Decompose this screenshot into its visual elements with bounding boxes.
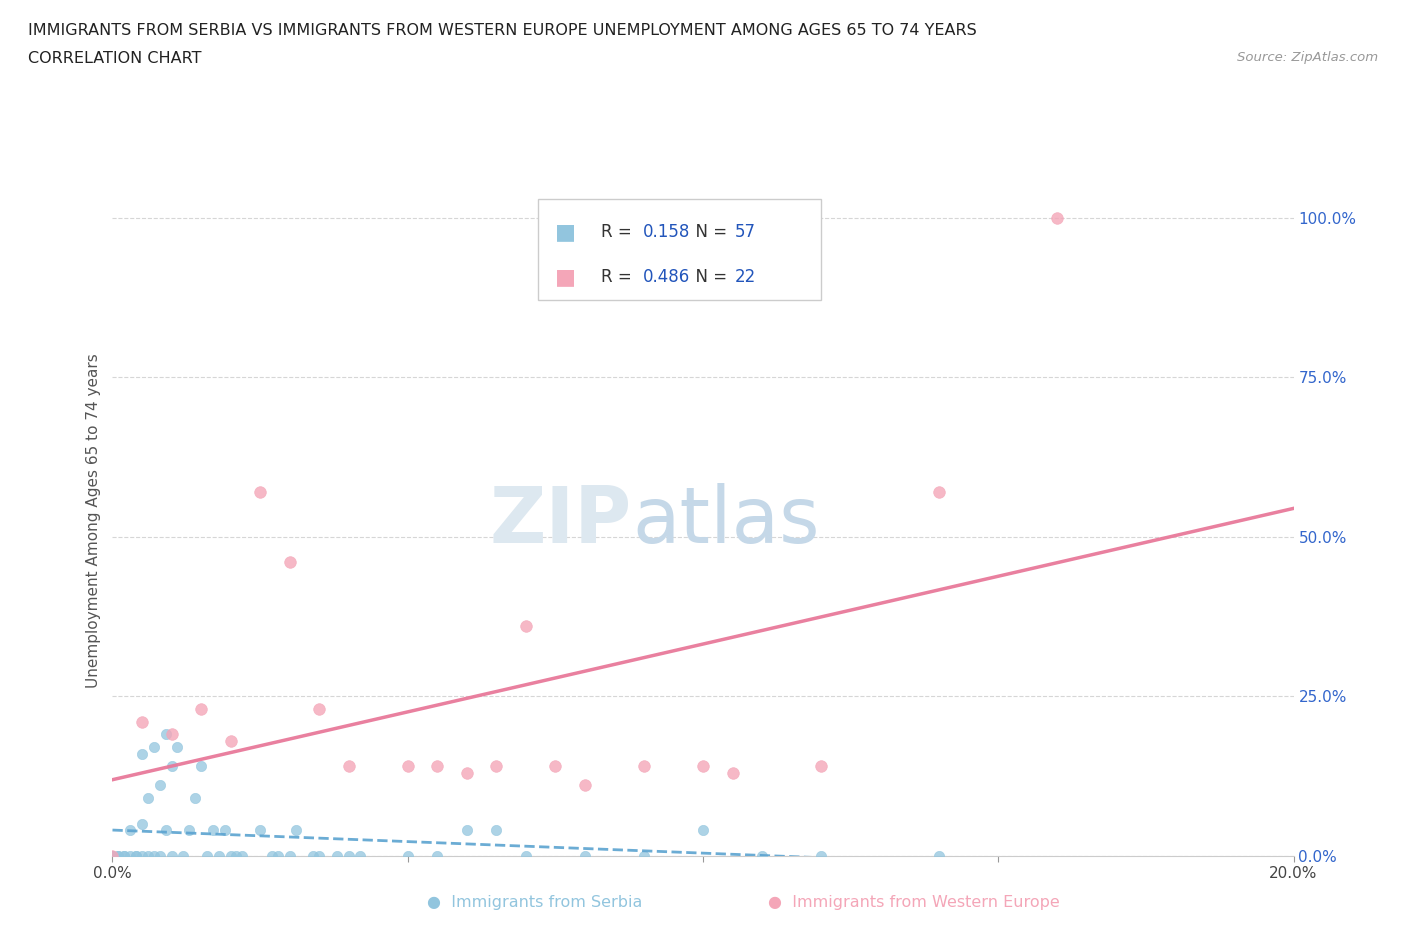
Point: [721, 765, 744, 780]
Point: [284, 823, 307, 838]
Point: [267, 848, 290, 863]
Point: [1046, 210, 1069, 225]
Point: [396, 759, 419, 774]
Point: [101, 848, 124, 863]
Point: [142, 848, 165, 863]
Point: [810, 759, 832, 774]
Point: [337, 848, 360, 863]
Point: [633, 759, 655, 774]
Point: [149, 848, 172, 863]
Point: [278, 848, 301, 863]
Point: [131, 714, 153, 729]
Point: [131, 848, 153, 863]
Text: 0.486: 0.486: [643, 268, 690, 286]
Point: [201, 823, 224, 838]
Point: [928, 485, 950, 499]
Text: CORRELATION CHART: CORRELATION CHART: [28, 51, 201, 66]
Point: [155, 823, 177, 838]
Point: [142, 739, 165, 754]
Text: R =: R =: [600, 268, 637, 286]
Point: [195, 848, 218, 863]
Point: [308, 848, 330, 863]
Text: 22: 22: [734, 268, 756, 286]
Point: [120, 823, 142, 838]
Text: N =: N =: [685, 223, 733, 241]
Point: [149, 778, 172, 793]
Point: [231, 848, 253, 863]
Point: [544, 759, 567, 774]
Point: [485, 823, 508, 838]
Text: ●  Immigrants from Western Europe: ● Immigrants from Western Europe: [768, 895, 1060, 910]
Point: [107, 848, 129, 863]
Text: ■: ■: [554, 267, 575, 287]
Point: [112, 848, 135, 863]
Point: [810, 848, 832, 863]
Point: [633, 848, 655, 863]
Point: [125, 848, 148, 863]
Point: [515, 618, 537, 633]
Point: [326, 848, 349, 863]
Point: [136, 848, 159, 863]
Point: [692, 823, 714, 838]
Point: [101, 848, 124, 863]
Point: [751, 848, 773, 863]
Text: ZIP: ZIP: [489, 483, 633, 559]
Point: [249, 823, 271, 838]
Point: [107, 848, 129, 863]
Text: R =: R =: [600, 223, 637, 241]
Point: [515, 848, 537, 863]
Y-axis label: Unemployment Among Ages 65 to 74 years: Unemployment Among Ages 65 to 74 years: [86, 353, 101, 688]
Point: [101, 848, 124, 863]
Point: [190, 759, 212, 774]
Text: 57: 57: [734, 223, 755, 241]
Point: [190, 701, 212, 716]
Point: [426, 848, 449, 863]
Point: [208, 848, 231, 863]
Point: [219, 848, 242, 863]
Point: [249, 485, 271, 499]
Text: Source: ZipAtlas.com: Source: ZipAtlas.com: [1237, 51, 1378, 64]
Point: [426, 759, 449, 774]
Point: [172, 848, 194, 863]
Text: IMMIGRANTS FROM SERBIA VS IMMIGRANTS FROM WESTERN EUROPE UNEMPLOYMENT AMONG AGES: IMMIGRANTS FROM SERBIA VS IMMIGRANTS FRO…: [28, 23, 977, 38]
Point: [337, 759, 360, 774]
Point: [184, 790, 207, 805]
Text: atlas: atlas: [633, 483, 820, 559]
Point: [308, 701, 330, 716]
Point: [125, 848, 148, 863]
Point: [692, 759, 714, 774]
Point: [349, 848, 371, 863]
Point: [396, 848, 419, 863]
Text: N =: N =: [685, 268, 733, 286]
Point: [131, 746, 153, 761]
Point: [485, 759, 508, 774]
Point: [260, 848, 283, 863]
Point: [179, 823, 201, 838]
Point: [219, 734, 242, 749]
Text: ●  Immigrants from Serbia: ● Immigrants from Serbia: [426, 895, 643, 910]
Point: [214, 823, 236, 838]
Text: 0.158: 0.158: [643, 223, 690, 241]
Point: [112, 848, 135, 863]
Point: [928, 848, 950, 863]
Point: [155, 727, 177, 742]
Point: [101, 848, 124, 863]
Point: [456, 823, 478, 838]
Point: [160, 759, 183, 774]
Point: [574, 848, 596, 863]
Point: [120, 848, 142, 863]
Point: [136, 790, 159, 805]
Point: [166, 739, 188, 754]
Point: [160, 848, 183, 863]
Point: [302, 848, 325, 863]
Point: [456, 765, 478, 780]
Point: [160, 727, 183, 742]
Point: [131, 817, 153, 831]
Point: [225, 848, 247, 863]
Point: [278, 555, 301, 570]
Point: [574, 778, 596, 793]
Text: ■: ■: [554, 222, 575, 242]
